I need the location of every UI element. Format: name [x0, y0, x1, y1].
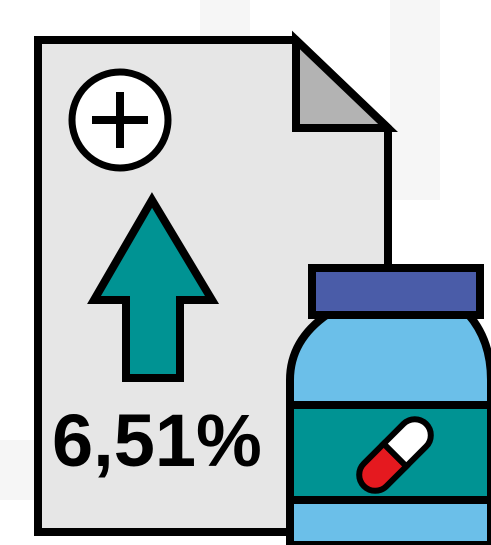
plus-icon — [72, 72, 168, 168]
document-fold — [296, 40, 388, 128]
illustration: 6,51% — [0, 0, 491, 545]
percentage-label: 6,51% — [52, 399, 262, 482]
medicine-bottle — [290, 268, 491, 545]
